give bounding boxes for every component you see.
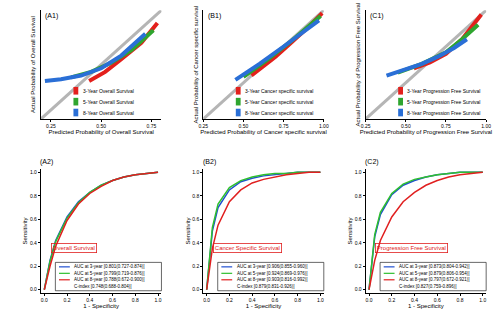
svg-text:5-Year Overall Survival: 5-Year Overall Survival <box>83 99 134 105</box>
svg-text:0.75: 0.75 <box>147 123 157 129</box>
svg-text:(A1): (A1) <box>45 12 58 20</box>
svg-text:Actual Probability of Overall: Actual Probability of Overall Survival <box>30 16 36 113</box>
svg-text:0.0: 0.0 <box>203 297 210 303</box>
svg-text:Overall Survival: Overall Survival <box>53 245 95 251</box>
svg-text:AUC at 5-year [0.879(0.806-0.9: AUC at 5-year [0.879(0.806-0.954)] <box>399 271 470 276</box>
svg-text:(B2): (B2) <box>203 158 216 166</box>
svg-text:Sensitivity: Sensitivity <box>347 218 353 245</box>
svg-text:1.0: 1.0 <box>155 297 162 303</box>
svg-text:0.2: 0.2 <box>388 297 395 303</box>
svg-text:0.6: 0.6 <box>355 216 362 222</box>
svg-text:5-Year Progression Free Surviv: 5-Year Progression Free Survival <box>407 99 480 105</box>
svg-text:1.00: 1.00 <box>319 123 329 129</box>
svg-text:Predicted Probability of Progr: Predicted Probability of Progression Fre… <box>360 129 492 135</box>
svg-text:Sensitivity: Sensitivity <box>22 218 28 245</box>
svg-text:Progression Free Survival: Progression Free Survival <box>377 245 446 251</box>
svg-text:0.8: 0.8 <box>132 297 139 303</box>
svg-text:0.4: 0.4 <box>249 297 256 303</box>
svg-text:1.0: 1.0 <box>479 297 486 303</box>
svg-text:1 - Specificity: 1 - Specificity <box>246 303 282 309</box>
svg-text:0.8: 0.8 <box>30 193 37 199</box>
svg-text:1.0: 1.0 <box>192 169 199 175</box>
svg-text:1.00: 1.00 <box>481 123 491 129</box>
svg-text:0.8: 0.8 <box>355 193 362 199</box>
svg-text:0.0: 0.0 <box>30 286 37 292</box>
svg-text:0.4: 0.4 <box>30 240 37 246</box>
svg-text:0.6: 0.6 <box>30 216 37 222</box>
svg-text:0.2: 0.2 <box>64 297 71 303</box>
svg-text:C-index [0.748(0.688-0.804)]: C-index [0.748(0.688-0.804)] <box>74 284 132 289</box>
svg-text:AUC at 8-year [0.903(0.816-0.9: AUC at 8-year [0.903(0.816-0.992)] <box>237 277 308 282</box>
svg-text:0.25: 0.25 <box>361 123 371 129</box>
svg-text:8-Year Progression Free Surviv: 8-Year Progression Free Survival <box>407 110 480 116</box>
svg-text:0.4: 0.4 <box>86 297 93 303</box>
svg-text:1 - Specificity: 1 - Specificity <box>408 303 444 309</box>
svg-text:(C1): (C1) <box>370 12 384 20</box>
svg-text:0.0: 0.0 <box>355 286 362 292</box>
svg-text:0.75: 0.75 <box>441 123 451 129</box>
svg-text:AUC at 8-year [0.788(0.672-0.9: AUC at 8-year [0.788(0.672-0.900)] <box>74 277 145 282</box>
svg-text:AUC at 8-year [0.797(0.672-0.9: AUC at 8-year [0.797(0.672-0.921)] <box>399 277 470 282</box>
svg-text:0.4: 0.4 <box>355 240 362 246</box>
svg-text:(C2): (C2) <box>365 158 379 166</box>
svg-text:0.75: 0.75 <box>279 123 289 129</box>
svg-text:Cancer Specific Survival: Cancer Specific Survival <box>215 245 280 251</box>
svg-text:1.0: 1.0 <box>317 297 324 303</box>
svg-text:AUC at 3-year [0.906(0.855-0.9: AUC at 3-year [0.906(0.855-0.960)] <box>237 264 308 269</box>
svg-text:3-Year Progression Free Surviv: 3-Year Progression Free Survival <box>407 88 480 94</box>
svg-text:3-Year Overall Survival: 3-Year Overall Survival <box>83 88 134 94</box>
svg-text:8-Year Overall Survival: 8-Year Overall Survival <box>83 110 134 116</box>
svg-text:AUC at 5-year [0.924(0.869-0.9: AUC at 5-year [0.924(0.869-0.976)] <box>237 271 308 276</box>
svg-text:C-index [0.879(0.831-0.926)]: C-index [0.879(0.831-0.926)] <box>237 284 295 289</box>
svg-text:0.4: 0.4 <box>411 297 418 303</box>
svg-text:0.25: 0.25 <box>198 123 208 129</box>
svg-text:0.6: 0.6 <box>434 297 441 303</box>
svg-text:0.50: 0.50 <box>96 123 106 129</box>
svg-text:0.50: 0.50 <box>239 123 249 129</box>
svg-text:0.25: 0.25 <box>46 123 56 129</box>
svg-text:0.8: 0.8 <box>294 297 301 303</box>
svg-text:Actual Probability of Progress: Actual Probability of Progression Free S… <box>355 3 361 127</box>
svg-text:0.6: 0.6 <box>109 297 116 303</box>
svg-text:5-Year Cancer specific surviva: 5-Year Cancer specific survival <box>245 99 313 105</box>
svg-text:1.0: 1.0 <box>355 169 362 175</box>
svg-text:0.6: 0.6 <box>192 216 199 222</box>
svg-text:0.0: 0.0 <box>41 297 48 303</box>
svg-text:Predicted Probability of Cance: Predicted Probability of Cancer specific… <box>200 129 326 135</box>
svg-text:3-Year Cancer specific surviva: 3-Year Cancer specific survival <box>245 88 313 94</box>
svg-text:1 - Specificity: 1 - Specificity <box>83 303 119 309</box>
svg-text:AUC at 3-year [0.873(0.804-0.9: AUC at 3-year [0.873(0.804-0.942)] <box>399 264 470 269</box>
svg-text:(B1): (B1) <box>208 12 221 20</box>
svg-text:1.0: 1.0 <box>30 169 37 175</box>
svg-text:0.2: 0.2 <box>355 263 362 269</box>
svg-text:0.4: 0.4 <box>192 240 199 246</box>
svg-text:8-Year Cancer specific surviva: 8-Year Cancer specific survival <box>245 110 313 116</box>
svg-text:C-index [0.827(0.759-0.896)]: C-index [0.827(0.759-0.896)] <box>399 284 457 289</box>
svg-text:0.2: 0.2 <box>226 297 233 303</box>
svg-text:0.2: 0.2 <box>30 263 37 269</box>
svg-text:(A2): (A2) <box>40 158 53 166</box>
svg-text:0.2: 0.2 <box>192 263 199 269</box>
svg-text:0.0: 0.0 <box>366 297 373 303</box>
svg-text:0.6: 0.6 <box>271 297 278 303</box>
svg-text:0.0: 0.0 <box>192 286 199 292</box>
svg-text:Sensitivity: Sensitivity <box>185 218 191 245</box>
svg-text:Actual Probability of Cancer s: Actual Probability of Cancer specific su… <box>193 6 199 124</box>
svg-text:0.8: 0.8 <box>457 297 464 303</box>
svg-text:AUC at 3-year [0.801(0.727-0.8: AUC at 3-year [0.801(0.727-0.874)] <box>74 264 145 269</box>
svg-text:AUC at 5-year [0.799(0.719-0.8: AUC at 5-year [0.799(0.719-0.876)] <box>74 271 145 276</box>
svg-text:Predicted Probability of Overa: Predicted Probability of Overall Surviva… <box>48 129 153 135</box>
svg-text:0.50: 0.50 <box>401 123 411 129</box>
svg-text:0.8: 0.8 <box>192 193 199 199</box>
